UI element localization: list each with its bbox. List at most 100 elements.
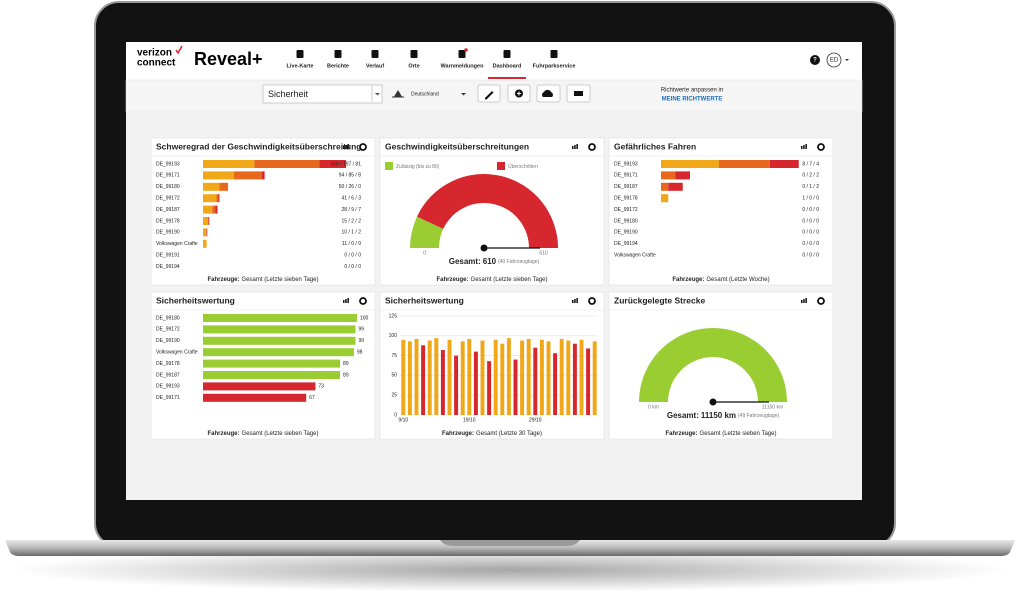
footer-label: Fahrzeuge: <box>666 431 698 437</box>
bar <box>203 371 341 379</box>
view-select-text[interactable]: Sicherheit <box>268 89 309 99</box>
bar <box>203 359 341 368</box>
settings-icon[interactable] <box>588 297 596 305</box>
gauge-min: 0 km <box>648 404 659 410</box>
row-label: DE_99178 <box>614 196 638 202</box>
footer-text: Gesamt (Letzte 30 Tage) <box>476 431 542 437</box>
chart-toggle-icon[interactable] <box>801 300 803 303</box>
column <box>500 343 505 415</box>
gauge-segment <box>416 174 558 248</box>
nav-icon <box>334 50 342 58</box>
nav-icon <box>550 50 558 58</box>
nav-item[interactable]: Live-Karte <box>287 63 314 69</box>
region-icon <box>392 90 404 98</box>
footer-text: Gesamt (Letzte sieben Tage) <box>242 431 319 437</box>
row-label: DE_99180 <box>156 184 180 190</box>
bar <box>203 314 357 322</box>
row-label: DE_99171 <box>156 173 180 179</box>
row-label: DE_99187 <box>156 207 180 213</box>
chart-toggle-icon[interactable] <box>805 298 807 303</box>
y-tick-label: 125 <box>389 313 398 319</box>
y-tick-label: 100 <box>389 333 398 339</box>
chart-toggle-icon[interactable] <box>345 145 347 149</box>
row-label: DE_99180 <box>156 315 180 321</box>
nav-item[interactable]: Verlauf <box>366 63 385 69</box>
chart-toggle-icon[interactable] <box>576 144 578 149</box>
gauge-min: 0 <box>423 250 426 256</box>
panel-title: Zurückgelegte Strecke <box>614 295 705 305</box>
bar-segment <box>207 217 209 225</box>
y-tick-label: 25 <box>391 393 397 399</box>
bar-segment <box>203 182 220 191</box>
bar-segment <box>215 205 218 214</box>
value-label: 0 / 0 / 0 <box>344 264 361 270</box>
chart-toggle-icon[interactable] <box>347 298 349 303</box>
settings-icon[interactable] <box>359 297 367 305</box>
settings-icon[interactable] <box>817 297 825 305</box>
value-label: 156 / 197 / 81 <box>330 161 361 167</box>
chart-toggle-icon[interactable] <box>801 146 803 149</box>
view-select[interactable] <box>262 84 383 104</box>
x-tick-label: 9/10 <box>398 417 408 423</box>
column <box>454 355 459 415</box>
nav-icon <box>503 50 511 58</box>
value-label: 73 <box>318 384 324 390</box>
chart-toggle-icon[interactable] <box>343 300 345 303</box>
row-label: DE_99193 <box>156 161 180 167</box>
chart-toggle-icon[interactable] <box>574 145 576 149</box>
column <box>421 345 426 415</box>
row-label: DE_99194 <box>156 264 180 270</box>
user-caret <box>845 59 849 61</box>
user-avatar[interactable] <box>826 52 842 68</box>
chart-toggle-icon[interactable] <box>343 146 345 149</box>
help-button[interactable] <box>810 55 820 65</box>
column <box>467 338 472 415</box>
column <box>520 340 525 415</box>
chart-toggle-icon[interactable] <box>574 299 576 303</box>
y-tick-label: 50 <box>391 373 397 379</box>
legend-swatch <box>497 162 505 170</box>
row-label: DE_99187 <box>156 372 180 378</box>
settings-icon[interactable] <box>817 143 825 151</box>
gauge-max: 610 <box>539 250 548 256</box>
column <box>473 351 478 415</box>
chart-toggle-icon[interactable] <box>805 144 807 149</box>
bar-segment <box>769 160 799 168</box>
nav-icon <box>458 50 466 58</box>
settings-link[interactable]: MEINE RICHTWERTE <box>662 97 723 103</box>
bar-segment <box>661 182 669 191</box>
nav-item[interactable]: Berichte <box>327 63 349 69</box>
settings-icon[interactable] <box>588 143 596 151</box>
logo-top: verizon <box>137 48 172 59</box>
chart-toggle-icon[interactable] <box>347 144 349 149</box>
help-text[interactable]: ? <box>813 58 817 64</box>
row-label: Volkswagen Crafte <box>614 253 656 259</box>
y-tick-label: 75 <box>391 353 397 359</box>
settings-icon[interactable] <box>359 143 367 151</box>
chart-toggle-icon[interactable] <box>803 145 805 149</box>
chart-toggle-icon[interactable] <box>572 146 574 149</box>
nav-item[interactable]: Dashboard <box>493 63 522 69</box>
column <box>427 340 432 415</box>
panel-footer: Fahrzeuge: Gesamt (Letzte Woche) <box>672 277 769 283</box>
edit-button[interactable] <box>477 84 501 103</box>
column <box>546 341 551 415</box>
nav-item[interactable]: Orte <box>408 63 419 69</box>
bar-segment <box>254 160 320 168</box>
column <box>434 338 439 415</box>
chart-toggle-icon[interactable] <box>345 299 347 303</box>
chart-toggle-icon[interactable] <box>803 299 805 303</box>
total-label: Gesamt: <box>449 257 481 266</box>
bar-segment <box>233 171 262 180</box>
chart-toggle-icon[interactable] <box>572 300 574 303</box>
chart-toggle-icon[interactable] <box>576 298 578 303</box>
footer-text: Gesamt (Letzte sieben Tage) <box>471 277 548 283</box>
column <box>539 339 544 415</box>
bar <box>203 348 354 357</box>
user-initials[interactable]: ED <box>830 58 839 64</box>
nav-item[interactable]: Warnmeldungen <box>441 63 485 69</box>
bar-segment <box>203 228 207 237</box>
nav-item[interactable]: Fuhrparkservice <box>533 63 576 69</box>
region-select[interactable]: Deutschland <box>411 91 439 97</box>
